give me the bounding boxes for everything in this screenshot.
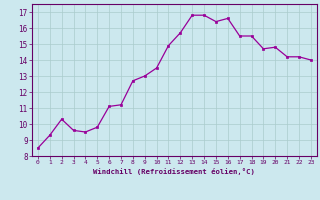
- X-axis label: Windchill (Refroidissement éolien,°C): Windchill (Refroidissement éolien,°C): [93, 168, 255, 175]
